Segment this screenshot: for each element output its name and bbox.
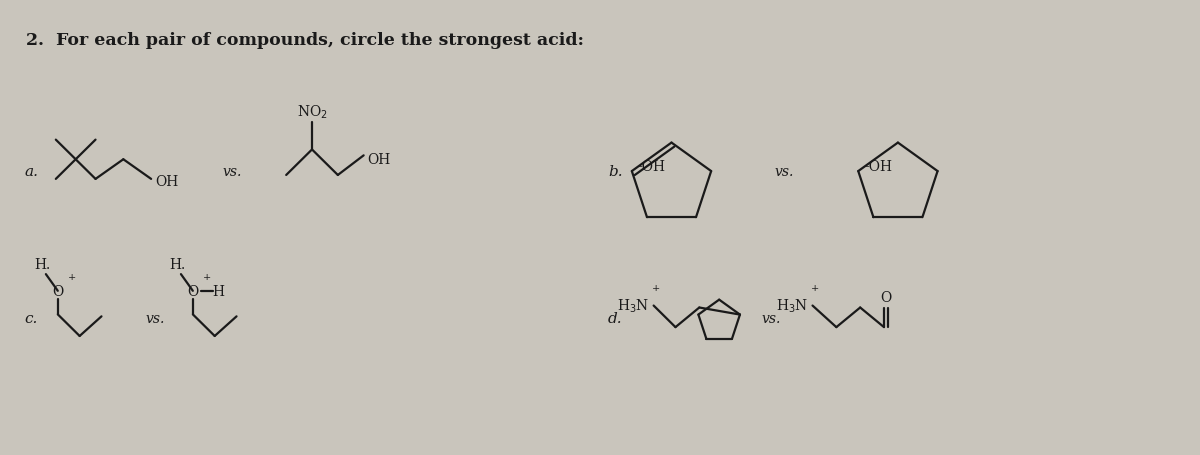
Text: vs.: vs. [145, 312, 164, 326]
Text: +: + [67, 273, 76, 281]
Text: H.: H. [34, 258, 50, 272]
Text: vs.: vs. [223, 165, 242, 179]
Text: -OH: -OH [864, 160, 893, 174]
Text: 2.  For each pair of compounds, circle the strongest acid:: 2. For each pair of compounds, circle th… [26, 31, 584, 49]
Text: d.: d. [608, 312, 623, 326]
Text: H$_3$N: H$_3$N [776, 297, 809, 314]
Text: a.: a. [24, 165, 38, 179]
Text: H$_3$N: H$_3$N [617, 297, 649, 314]
Text: c.: c. [24, 312, 37, 326]
Text: O: O [881, 290, 892, 304]
Text: b.: b. [608, 165, 623, 179]
Text: OH: OH [155, 174, 179, 188]
Text: +: + [652, 283, 660, 292]
Text: vs.: vs. [774, 165, 793, 179]
Text: O: O [52, 284, 64, 298]
Text: NO$_2$: NO$_2$ [296, 103, 328, 121]
Text: H: H [212, 284, 224, 298]
Text: +: + [203, 273, 211, 281]
Text: H.: H. [169, 258, 185, 272]
Text: O: O [187, 284, 198, 298]
Text: -OH: -OH [637, 160, 666, 174]
Text: +: + [810, 283, 818, 292]
Text: OH: OH [367, 153, 391, 167]
Text: vs.: vs. [761, 312, 780, 326]
